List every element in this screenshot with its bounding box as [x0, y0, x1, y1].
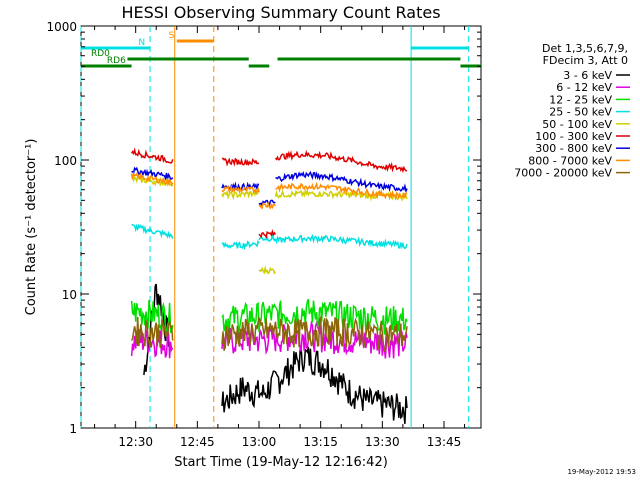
legend-entry-label: 6 - 12 keV: [556, 81, 612, 94]
series-line: [130, 147, 174, 164]
series-line: [258, 199, 276, 208]
x-tick-label: 13:00: [242, 435, 277, 449]
series-line: [130, 171, 174, 187]
series-line: [221, 157, 260, 167]
series-line: [258, 265, 277, 275]
y-tick-label: 1: [69, 422, 77, 436]
y-axis-label: Count Rate (s⁻¹ detector⁻¹): [24, 139, 39, 316]
series-line: [275, 170, 408, 194]
series-line: [221, 184, 260, 194]
series-line: [221, 298, 408, 335]
y-tick-label: 1000: [46, 20, 77, 34]
status-label-rd6: RD6: [107, 56, 126, 66]
series-line: [131, 223, 174, 239]
status-label-n: N: [138, 38, 145, 48]
legend-header-line-2: FDecim 3, Att 0: [543, 54, 628, 67]
legend-entry-label: 7000 - 20000 keV: [514, 167, 612, 180]
legend-entry-label: 12 - 25 keV: [549, 93, 612, 106]
series-line: [275, 181, 408, 201]
x-tick-label: 12:45: [180, 435, 215, 449]
series-line: [130, 316, 174, 348]
series-line: [221, 239, 260, 251]
date-stamp: 19-May-2012 19:53: [567, 468, 636, 476]
legend-header-line-1: Det 1,3,5,6,7,9,: [542, 42, 628, 55]
series-line: [258, 228, 277, 239]
x-tick-label: 13:15: [303, 435, 338, 449]
x-tick-label: 13:45: [427, 435, 462, 449]
y-tick-label: 10: [62, 288, 77, 302]
series-line: [274, 233, 408, 250]
series-line: [221, 346, 408, 424]
y-tick-label: 100: [54, 154, 77, 168]
x-tick-label: 13:30: [365, 435, 400, 449]
series-line: [274, 149, 408, 174]
series-line: [258, 201, 277, 210]
legend-entry-label: 25 - 50 keV: [549, 106, 612, 119]
data-series: [130, 147, 408, 424]
x-axis-label: Start Time (19-May-12 12:16:42): [174, 455, 388, 470]
x-tick-label: 12:30: [118, 435, 153, 449]
legend-entry-label: 300 - 800 keV: [535, 142, 612, 155]
series-line: [221, 314, 408, 352]
series-line: [131, 166, 174, 182]
status-label-s: S: [169, 31, 175, 41]
status-label-rd0: RD0: [91, 49, 110, 59]
axes: 12:30 12:45 13:00 13:15 13:30 13:45 1 10 100 1000: [46, 20, 481, 449]
legend-entry-label: 50 - 100 keV: [542, 118, 612, 131]
series-line: [258, 233, 277, 243]
legend-entry-label: 800 - 7000 keV: [528, 154, 612, 167]
series-line: [221, 187, 260, 201]
legend-entry-label: 100 - 300 keV: [535, 130, 612, 143]
legend: Det 1,3,5,6,7,9, FDecim 3, Att 0 3 - 6 k…: [514, 42, 630, 180]
chart-title: HESSI Observing Summary Count Rates: [121, 3, 440, 22]
legend-entry-label: 3 - 6 keV: [563, 69, 612, 82]
